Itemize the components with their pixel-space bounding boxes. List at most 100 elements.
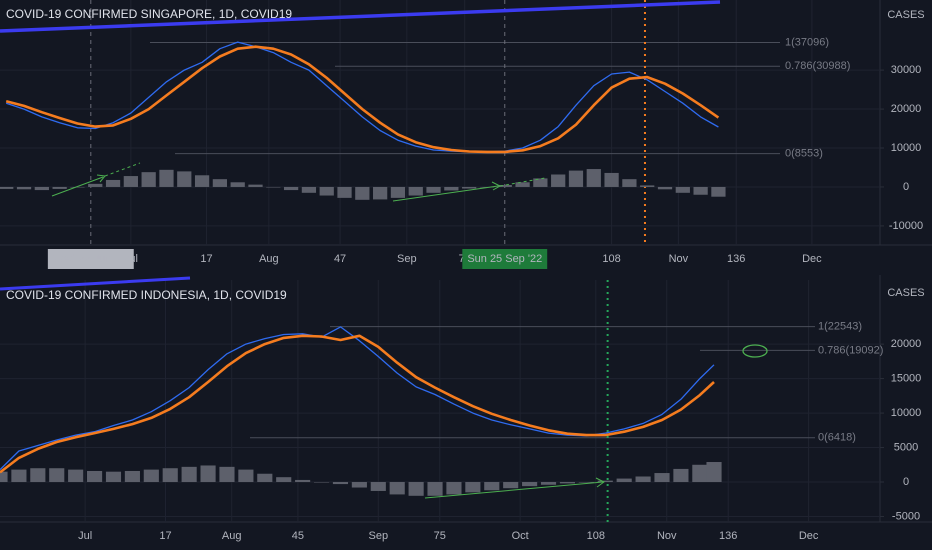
histogram-bar bbox=[578, 482, 594, 483]
histogram-bar bbox=[105, 471, 122, 483]
y-tick-label: -5000 bbox=[892, 510, 920, 522]
histogram-bar bbox=[0, 471, 8, 483]
histogram-bar bbox=[503, 482, 519, 489]
histogram-bar bbox=[426, 186, 441, 193]
x-tick-label: Oct bbox=[512, 530, 529, 542]
histogram-bar bbox=[389, 482, 405, 495]
histogram-bar bbox=[484, 482, 500, 491]
histogram-bar bbox=[711, 186, 726, 197]
histogram-bar bbox=[16, 186, 32, 190]
histogram-bar bbox=[0, 186, 14, 189]
y-tick-label: 20000 bbox=[891, 103, 922, 115]
histogram-bar bbox=[706, 462, 722, 483]
y-tick-label: 10000 bbox=[891, 142, 922, 154]
histogram-bar bbox=[332, 482, 349, 485]
trend-arrow-dashed bbox=[104, 162, 141, 177]
x-tick-label: 17 bbox=[159, 530, 171, 542]
histogram-bar bbox=[427, 482, 443, 496]
x-tick-label: 108 bbox=[602, 253, 620, 265]
y-tick-label: 0 bbox=[903, 181, 909, 193]
histogram-bar bbox=[49, 468, 65, 483]
histogram-bar bbox=[276, 477, 292, 483]
histogram-bar bbox=[124, 470, 140, 483]
histogram-bar bbox=[87, 470, 103, 483]
histogram-bar bbox=[586, 169, 601, 187]
histogram-bar bbox=[200, 465, 216, 483]
y-tick-label: 30000 bbox=[891, 64, 922, 76]
histogram-bar bbox=[141, 172, 156, 187]
histogram-bar bbox=[34, 186, 49, 191]
histogram-bar bbox=[123, 176, 138, 187]
chart-title: COVID-19 CONFIRMED INDONESIA, 1D, COVID1… bbox=[6, 288, 287, 302]
series-line bbox=[5, 45, 720, 154]
histogram-bar bbox=[105, 179, 121, 187]
y-tick-label: 10000 bbox=[891, 407, 922, 419]
histogram-bar bbox=[673, 468, 689, 483]
histogram-bar bbox=[657, 186, 673, 190]
plot bbox=[0, 280, 880, 522]
x-tick-label: Sep bbox=[397, 253, 417, 265]
fib-label: 0(6418) bbox=[818, 432, 856, 444]
histogram-bar bbox=[212, 179, 228, 187]
histogram-bar bbox=[408, 186, 423, 196]
histogram-bar bbox=[446, 482, 462, 495]
histogram-bar bbox=[373, 186, 388, 200]
histogram-bar bbox=[640, 185, 655, 187]
arrow-head bbox=[491, 181, 502, 191]
histogram-bar bbox=[444, 186, 459, 191]
trend-arrow bbox=[392, 185, 499, 202]
histogram-bar bbox=[551, 174, 566, 187]
histogram-bar bbox=[283, 186, 299, 191]
x-tick-label: 136 bbox=[727, 253, 745, 265]
histogram-bar bbox=[408, 482, 424, 496]
histogram-bar bbox=[162, 468, 178, 483]
histogram-bar bbox=[654, 473, 670, 483]
x-tick-label: Dec bbox=[802, 253, 822, 265]
y-axis-label: CASES bbox=[887, 287, 924, 299]
histogram-bar bbox=[616, 478, 632, 483]
histogram-bar bbox=[604, 172, 619, 187]
y-tick-label: 0 bbox=[903, 476, 909, 488]
histogram-bar bbox=[319, 186, 334, 196]
histogram-bar bbox=[533, 178, 548, 187]
histogram-bar bbox=[622, 179, 637, 187]
x-tick-label: 17 bbox=[200, 253, 212, 265]
x-tick-label: 45 bbox=[292, 530, 304, 542]
trend-arrow-dashed bbox=[499, 177, 546, 187]
indicator-line bbox=[0, 0, 721, 33]
x-tick-label: Aug bbox=[222, 530, 242, 542]
chart-title: COVID-19 CONFIRMED SINGAPORE, 1D, COVID1… bbox=[6, 7, 292, 21]
y-tick-label: 15000 bbox=[891, 372, 922, 384]
histogram-bar bbox=[143, 469, 159, 483]
histogram-bar bbox=[313, 482, 330, 483]
histogram-bar bbox=[635, 476, 651, 483]
x-tick-label: Nov bbox=[669, 253, 689, 265]
fib-label: 1(37096) bbox=[785, 36, 829, 48]
histogram-bar bbox=[692, 464, 708, 483]
histogram-bar bbox=[355, 186, 370, 200]
histogram-bar bbox=[295, 479, 311, 483]
histogram-bar bbox=[230, 182, 245, 187]
histogram-bar bbox=[30, 468, 46, 483]
indicator-line bbox=[0, 276, 191, 291]
histogram-bar bbox=[219, 466, 235, 483]
series-line bbox=[5, 41, 719, 153]
y-tick-label: 5000 bbox=[894, 441, 918, 453]
histogram-bar bbox=[238, 469, 254, 483]
fib-label: 0(8553) bbox=[785, 148, 823, 160]
histogram-bar bbox=[194, 175, 210, 187]
highlight-ellipse bbox=[742, 344, 768, 358]
histogram-bar bbox=[88, 183, 103, 187]
plot bbox=[0, 0, 880, 245]
histogram-bar bbox=[465, 482, 481, 493]
fib-label: 0.786(30988) bbox=[785, 60, 850, 72]
histogram-bar bbox=[181, 466, 197, 483]
background bbox=[0, 0, 932, 275]
histogram-bar bbox=[497, 185, 512, 187]
histogram-bar bbox=[52, 186, 67, 189]
x-tick-label: Nov bbox=[657, 530, 677, 542]
histogram-bar bbox=[462, 186, 477, 189]
x-tick-label: 108 bbox=[587, 530, 605, 542]
histogram-bar bbox=[515, 182, 530, 187]
